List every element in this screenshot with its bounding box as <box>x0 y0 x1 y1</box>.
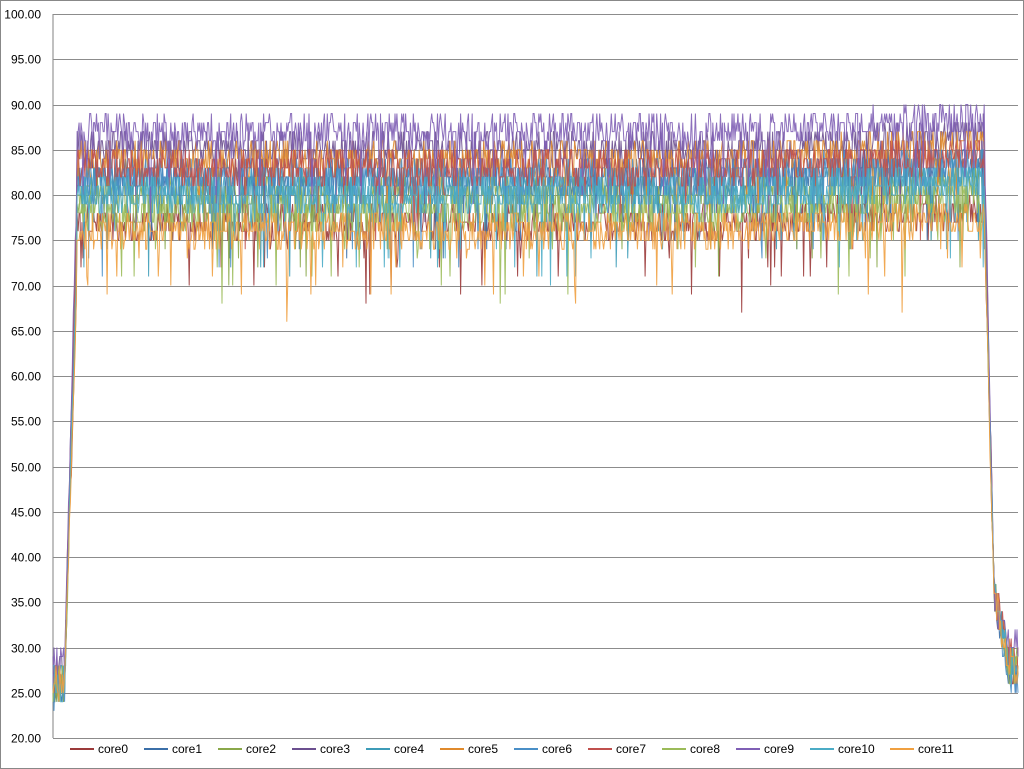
y-tick-label: 35.00 <box>11 596 41 610</box>
y-tick-label: 95.00 <box>11 53 41 67</box>
legend: core0 core1 core2 core3 core4 core5 core6 core7… <box>70 742 954 756</box>
y-tick-label: 20.00 <box>11 732 41 746</box>
y-tick-label: 55.00 <box>11 415 41 429</box>
y-tick-label: 40.00 <box>11 551 41 565</box>
series-line-core7 <box>53 140 1019 694</box>
legend-label-core9: core9 <box>764 742 794 756</box>
y-tick-label: 85.00 <box>11 144 41 158</box>
series-line-core10 <box>53 167 1019 703</box>
legend-label-core3: core3 <box>320 742 350 756</box>
legend-label-core8: core8 <box>690 742 720 756</box>
y-tick-label: 45.00 <box>11 506 41 520</box>
legend-label-core6: core6 <box>542 742 572 756</box>
series-line-core9 <box>52 104 1019 685</box>
legend-label-core5: core5 <box>468 742 498 756</box>
legend-label-core1: core1 <box>172 742 202 756</box>
y-tick-label: 30.00 <box>11 642 41 656</box>
legend-label-core4: core4 <box>394 742 424 756</box>
legend-label-core2: core2 <box>246 742 276 756</box>
y-tick-label: 60.00 <box>11 370 41 384</box>
y-tick-label: 70.00 <box>11 280 41 294</box>
y-tick-label: 90.00 <box>11 99 41 113</box>
series-lines <box>52 104 1019 711</box>
y-tick-label: 75.00 <box>11 234 41 248</box>
y-tick-label: 80.00 <box>11 189 41 203</box>
y-axis-ticks: 20.00 25.00 30.00 35.00 40.00 45.00 50.00 55.00… <box>4 8 41 746</box>
y-tick-label: 50.00 <box>11 461 41 475</box>
y-tick-label: 100.00 <box>4 8 41 22</box>
legend-label-core0: core0 <box>98 742 128 756</box>
legend-label-core10: core10 <box>838 742 875 756</box>
legend-label-core7: core7 <box>616 742 646 756</box>
legend-label-core11: core11 <box>918 742 954 756</box>
y-tick-label: 65.00 <box>11 325 41 339</box>
y-tick-label: 25.00 <box>11 687 41 701</box>
series-line-core11 <box>52 203 1019 702</box>
